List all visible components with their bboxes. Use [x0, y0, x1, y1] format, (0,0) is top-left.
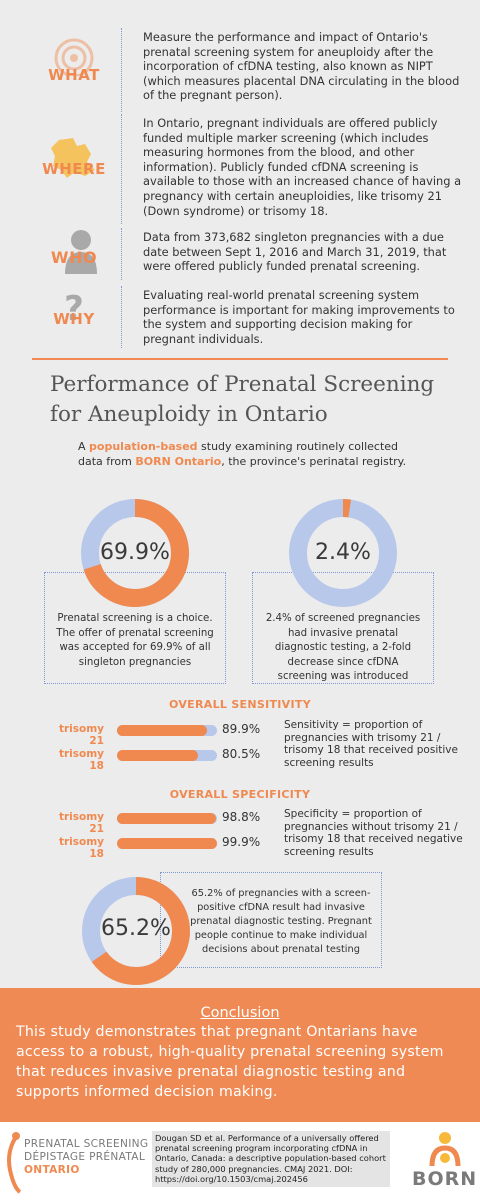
sensitivity-label: trisomy 21 [58, 723, 104, 747]
citation: Dougan SD et al. Performance of a univer… [152, 1131, 390, 1187]
why-label: WHY [53, 310, 95, 328]
invasive-donut [289, 499, 397, 607]
what-text: Measure the performance and impact of On… [143, 30, 460, 103]
screen-positive-text: 65.2% of pregnancies with a screen-posit… [190, 888, 372, 955]
section-separator [32, 358, 448, 360]
divider [121, 114, 122, 224]
subtitle-highlight: population-based [89, 440, 198, 453]
sensitivity-value: 89.9% [222, 722, 261, 736]
person-icon [34, 228, 114, 278]
conclusion-heading: Conclusion [200, 1005, 280, 1021]
subtitle: A population-based study examining routi… [78, 439, 418, 469]
specificity-bar-fill [117, 813, 216, 824]
info-why: ? WHY Evaluating real-world prenatal scr… [0, 286, 480, 350]
specificity-value: 98.8% [222, 810, 261, 824]
sensitivity-heading: OVERALL SENSITIVITY [169, 698, 311, 711]
conclusion-text: This study demonstrates that pregnant On… [16, 1024, 444, 1100]
sensitivity-bar-fill [117, 750, 198, 761]
subtitle-part: study examining routinely collected data… [78, 440, 399, 468]
info-what: WHAT Measure the performance and impact … [0, 28, 480, 112]
invasive-text: 2.4% of screened pregnancies had invasiv… [265, 613, 421, 682]
svg-text:?: ? [64, 290, 84, 324]
who-label: WHO [50, 248, 98, 267]
where-label: WHERE [42, 160, 106, 178]
question-icon: ? [34, 289, 114, 329]
ontario-map-icon [34, 136, 114, 186]
screen-positive-card [160, 872, 382, 968]
where-text: In Ontario, pregnant individuals are off… [143, 116, 462, 218]
divider [121, 286, 122, 348]
subtitle-highlight: BORN Ontario [135, 455, 222, 468]
brand-line: PRENATAL SCREENING [24, 1138, 149, 1150]
divider [121, 228, 122, 280]
sensitivity-bar-track [117, 725, 217, 736]
prenatal-screening-logo-icon [7, 1132, 22, 1194]
invasive-card [252, 572, 434, 684]
info-where: WHERE In Ontario, pregnant individuals a… [0, 114, 480, 226]
specificity-value: 99.9% [222, 835, 261, 849]
brand-line: ONTARIO [24, 1164, 80, 1176]
specificity-bar-track [117, 838, 217, 849]
specificity-label: trisomy 21 [58, 811, 104, 835]
what-label: WHAT [48, 66, 100, 84]
screen-positive-value: 65.2% [101, 916, 171, 941]
sensitivity-value: 80.5% [222, 747, 261, 761]
why-text: Evaluating real-world prenatal screening… [143, 288, 455, 346]
specificity-bar-fill [117, 838, 217, 849]
specificity-heading: OVERALL SPECIFICITY [169, 788, 311, 801]
subtitle-part: A [78, 440, 90, 453]
sensitivity-bar-track [117, 750, 217, 761]
divider [121, 28, 122, 112]
specificity-label: trisomy 18 [58, 836, 104, 860]
born-logo: BORN [412, 1168, 478, 1190]
accepted-value: 69.9% [100, 540, 170, 565]
subtitle-part: , the province's perinatal registry. [221, 455, 407, 468]
info-who: WHO Data from 373,682 singleton pregnanc… [0, 228, 480, 282]
brand-line: DÉPISTAGE PRÉNATAL [24, 1151, 146, 1163]
sensitivity-bar-fill [117, 725, 207, 736]
specificity-description: Specificity = proportion of pregnancies … [284, 808, 463, 858]
sensitivity-description: Sensitivity = proportion of pregnancies … [284, 719, 458, 769]
born-logo-icon [429, 1132, 461, 1167]
accepted-text: Prenatal screening is a choice. The offe… [56, 613, 214, 668]
conclusion-banner [0, 988, 480, 1122]
who-text: Data from 373,682 singleton pregnancies … [143, 230, 447, 274]
invasive-value: 2.4% [315, 540, 371, 565]
accepted-donut [81, 499, 189, 607]
page-title: Performance of Prenatal Screening for An… [50, 372, 435, 427]
sensitivity-label: trisomy 18 [58, 748, 104, 772]
specificity-bar-track [117, 813, 217, 824]
screen-positive-donut [82, 877, 190, 985]
target-icon [34, 36, 114, 80]
prenatal-screening-brand: PRENATAL SCREENING DÉPISTAGE PRÉNATAL ON… [24, 1138, 148, 1177]
